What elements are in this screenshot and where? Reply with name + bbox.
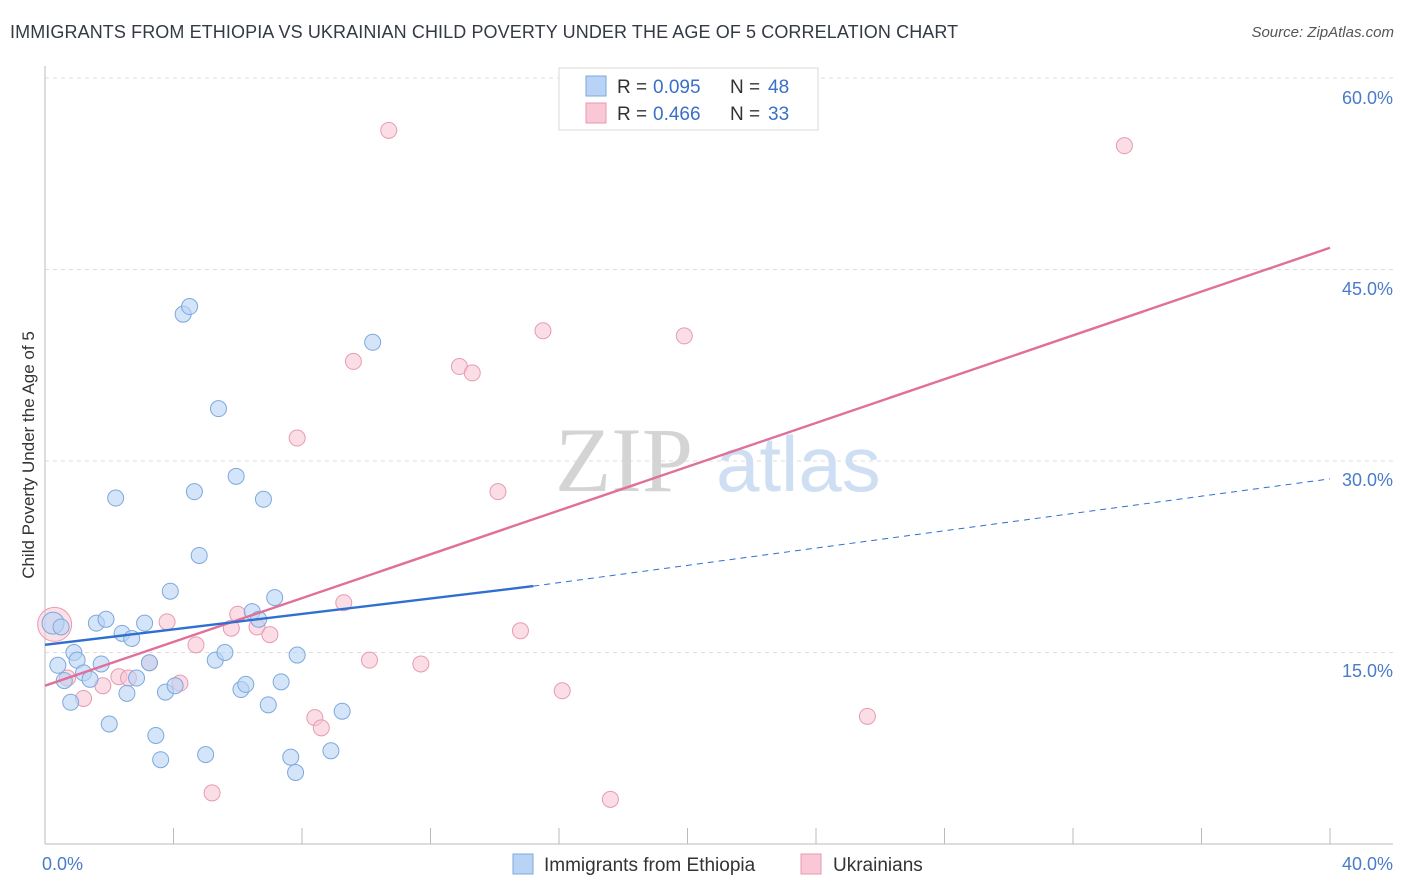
y-tick-label-30: 30.0%	[1342, 470, 1393, 490]
ukrainians-point	[187, 636, 205, 654]
watermark: ZIP atlas	[555, 409, 881, 511]
bottom-legend-swatch-ukrainians	[800, 853, 822, 875]
ethiopia-point	[272, 673, 290, 691]
ethiopia-point	[287, 764, 305, 782]
ethiopia-point	[118, 684, 136, 702]
legend-r-value-ukrainians: 0.466	[653, 104, 701, 125]
legend-n-value-ukrainians: 33	[768, 104, 789, 125]
ethiopia-point	[209, 400, 227, 418]
ethiopia-point	[97, 610, 115, 628]
ukrainians-point	[675, 327, 693, 345]
ukrainians-point	[344, 352, 362, 370]
chart-title: IMMIGRANTS FROM ETHIOPIA VS UKRAINIAN CH…	[10, 22, 959, 42]
ethiopia-point	[147, 726, 165, 744]
gridlines	[45, 77, 1393, 653]
y-tick-label-60: 60.0%	[1342, 88, 1393, 108]
ukrainians-point	[261, 626, 279, 644]
legend-swatch-ethiopia	[585, 75, 607, 97]
ethiopia-point	[100, 715, 118, 733]
ukrainians-point	[288, 429, 306, 447]
ethiopia-point	[322, 742, 340, 760]
ukrainians-point	[335, 594, 353, 612]
correlation-legend: R = 0.095 N = 48 R = 0.466 N = 33	[558, 67, 819, 131]
source-credit: Source: ZipAtlas.com	[1251, 24, 1394, 41]
ethiopia-point	[254, 490, 272, 508]
ukrainians-point	[380, 121, 398, 139]
ethiopia-point	[185, 483, 203, 501]
ethiopia-point	[237, 675, 255, 693]
ethiopia-trendline	[44, 584, 534, 647]
watermark-zip: ZIP	[555, 409, 693, 511]
ethiopia-point	[128, 669, 146, 687]
ethiopia-point	[49, 656, 67, 674]
axes	[44, 66, 1393, 845]
legend-r-value-ethiopia: 0.095	[653, 77, 701, 98]
ukrainians-point	[1115, 137, 1133, 155]
bottom-legend-label-ethiopia: Immigrants from Ethiopia	[544, 855, 756, 876]
y-tick-label-15: 15.0%	[1342, 661, 1393, 681]
x-tick-label-min: 0.0%	[42, 854, 83, 874]
legend-swatch-ukrainians	[585, 102, 607, 124]
series-legend: Immigrants from Ethiopia Ukrainians	[512, 853, 923, 876]
ukrainians-point	[203, 784, 221, 802]
ethiopia-point	[181, 298, 199, 316]
ethiopia-point	[227, 467, 245, 485]
legend-r-label-ukrainians: R =	[617, 104, 647, 125]
ethiopia-point	[266, 589, 284, 607]
ethiopia-point	[152, 751, 170, 769]
y-axis-title: Child Poverty Under the Age of 5	[19, 331, 38, 579]
ethiopia-point	[140, 654, 158, 672]
ethiopia-point	[107, 489, 125, 507]
ukrainians-point	[312, 719, 330, 737]
ethiopia-point	[259, 696, 277, 714]
ukrainians-point	[489, 483, 507, 501]
ethiopia-point	[364, 333, 382, 351]
ethiopia-points	[41, 298, 382, 782]
ethiopia-point	[333, 702, 351, 720]
bottom-legend-swatch-ethiopia	[512, 853, 534, 875]
legend-n-label-ukrainians: N =	[730, 104, 760, 125]
ethiopia-point	[52, 618, 70, 636]
ukrainians-point	[553, 682, 571, 700]
ukrainians-point	[511, 622, 529, 640]
watermark-atlas: atlas	[716, 420, 881, 508]
ethiopia-point	[216, 644, 234, 661]
ukrainians-point	[158, 613, 176, 631]
ethiopia-point	[136, 614, 154, 632]
legend-r-label-ethiopia: R =	[617, 77, 647, 98]
ethiopia-point	[197, 746, 215, 764]
ukrainians-point	[534, 322, 552, 340]
x-tick-label-max: 40.0%	[1342, 854, 1393, 874]
ukrainians-point	[360, 651, 378, 669]
ethiopia-trendline-extension	[533, 478, 1331, 587]
ethiopia-point	[62, 693, 80, 711]
bottom-legend-label-ukrainians: Ukrainians	[833, 855, 923, 876]
ethiopia-point	[161, 582, 179, 600]
ukrainians-point	[858, 707, 876, 725]
y-tick-label-45: 45.0%	[1342, 279, 1393, 299]
ethiopia-point	[81, 670, 99, 688]
ethiopia-point	[190, 546, 208, 564]
ukrainians-point	[412, 655, 430, 673]
trendlines	[44, 246, 1331, 687]
legend-n-label-ethiopia: N =	[730, 77, 760, 98]
ethiopia-point	[282, 748, 300, 766]
ukrainians-point	[463, 364, 481, 382]
ethiopia-point	[288, 646, 306, 664]
ukrainians-point	[601, 790, 619, 808]
ukrainians-trendline	[44, 246, 1331, 687]
legend-n-value-ethiopia: 48	[768, 77, 789, 98]
ethiopia-point	[166, 677, 184, 695]
